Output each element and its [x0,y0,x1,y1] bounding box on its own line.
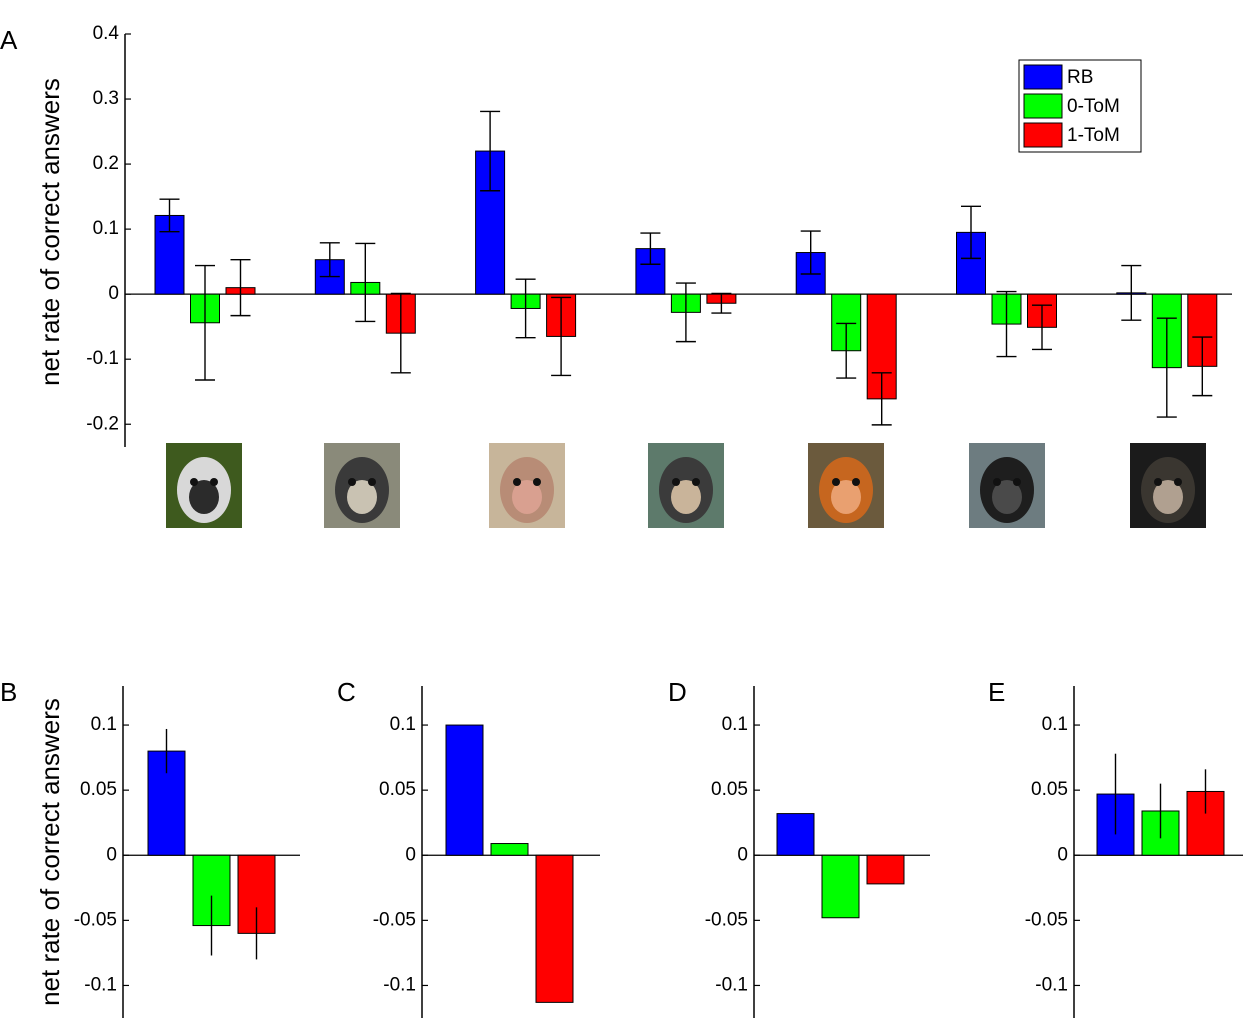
y-tick-label: -0.1 [84,974,117,995]
panel-D: D -0.1 -0.05 0 0.05 0.1 [668,677,930,1018]
y-tick-label: 0.3 [93,88,119,109]
panel-letter-B: B [0,677,17,707]
y-tick-label: -0.05 [705,909,748,930]
legend-swatch [1023,64,1063,90]
y-tick-label: 0.4 [93,23,120,44]
legend: RB 0-ToM 1-ToM [1018,59,1142,153]
panel-E: E -0.1 -0.05 0 0.05 0.1 [988,677,1243,1018]
panel-letter-A: A [0,25,18,55]
monkey-photo [648,443,724,528]
y-tick-label: 0.2 [93,153,119,174]
legend-label: 1-ToM [1067,125,1120,146]
legend-swatch [1023,93,1063,119]
y-tick-label: 0 [106,844,117,865]
bar-0-tom [821,854,860,919]
y-tick-label: -0.1 [86,348,119,369]
chimpanzee-photo [1130,443,1206,528]
panel-letter-D: D [668,677,687,707]
y-tick-label: 0 [108,283,119,304]
y-tick-label: 0.1 [93,218,119,239]
legend-label: RB [1067,67,1093,88]
y-tick-label: 0.1 [722,714,748,735]
panel-C: C -0.1 -0.05 0 0.05 0.1 [337,677,600,1018]
y-axis-label: net rate of correct answers [35,698,65,1006]
bar-rb [776,813,815,856]
y-tick-label: -0.1 [383,974,416,995]
legend-swatch [1023,122,1063,148]
y-tick-label: 0 [737,844,748,865]
orangutan-photo [808,443,884,528]
bar-rb [445,724,484,856]
y-tick-label: -0.1 [1035,974,1068,995]
lemur-photo [166,443,242,528]
gorilla-photo [969,443,1045,528]
y-tick-label: 0 [405,844,416,865]
y-tick-label: 0.1 [390,714,416,735]
y-tick-label: -0.05 [74,909,117,930]
bar-1-tom [866,854,905,885]
bar-1-tom [535,854,574,1003]
y-tick-label: 0.05 [1031,779,1068,800]
lion-tailed-macaque-photo [324,443,400,528]
panel-letter-E: E [988,677,1005,707]
y-tick-label: -0.2 [86,413,119,434]
y-tick-label: 0.05 [80,779,117,800]
y-tick-label: 0 [1057,844,1068,865]
y-axis-label: net rate of correct answers [35,78,65,386]
y-tick-label: 0.05 [711,779,748,800]
y-tick-label: 0.05 [379,779,416,800]
panel-letter-C: C [337,677,356,707]
y-tick-label: 0.1 [91,714,117,735]
y-tick-label: 0.1 [1042,714,1068,735]
y-tick-label: -0.1 [715,974,748,995]
y-tick-label: -0.05 [1025,909,1068,930]
legend-label: 0-ToM [1067,96,1120,117]
macaque-photo [489,443,565,528]
y-tick-label: -0.05 [373,909,416,930]
bar-0-tom [490,843,529,856]
